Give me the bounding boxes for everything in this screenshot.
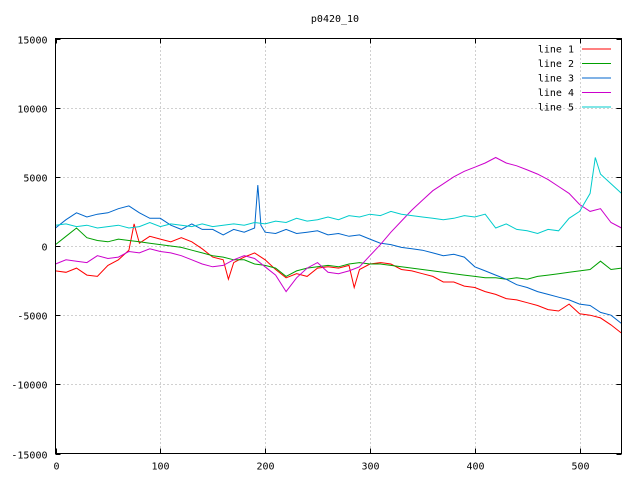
- x-tick-label: 400: [466, 462, 484, 473]
- y-tick-label: 0: [41, 243, 47, 254]
- y-tick-label: -15000: [11, 451, 47, 462]
- legend-label-line-4: line 4: [538, 88, 574, 99]
- y-tick-label: 15000: [17, 36, 47, 47]
- x-tick-label: 300: [361, 462, 379, 473]
- legend: line 1 line 2 line 3 line 4 line 5: [538, 45, 611, 114]
- series-line-5: [55, 157, 622, 235]
- x-tick-label: 100: [151, 462, 169, 473]
- series-line-3: [55, 185, 622, 324]
- x-tick-label: 0: [53, 462, 59, 473]
- legend-label-line-1: line 1: [538, 45, 574, 56]
- grid: [55, 38, 622, 454]
- y-tick-label: -5000: [17, 312, 47, 323]
- series-line-4: [55, 156, 622, 293]
- legend-label-line-2: line 2: [538, 59, 574, 70]
- chart-title: p0420_10: [311, 14, 359, 25]
- y-tick-label: 10000: [17, 105, 47, 116]
- series-lines: [55, 156, 622, 334]
- axes: 0 100 200 300 400 500 -15000 -10000 -5000 0 5000 10…: [11, 36, 622, 473]
- series-line-1: [55, 223, 622, 334]
- y-tick-label: 5000: [23, 174, 47, 185]
- legend-label-line-3: line 3: [538, 74, 574, 85]
- legend-label-line-5: line 5: [538, 103, 574, 114]
- x-tick-label: 500: [571, 462, 589, 473]
- y-tick-label: -10000: [11, 381, 47, 392]
- x-tick-label: 200: [256, 462, 274, 473]
- series-line-2: [55, 227, 622, 280]
